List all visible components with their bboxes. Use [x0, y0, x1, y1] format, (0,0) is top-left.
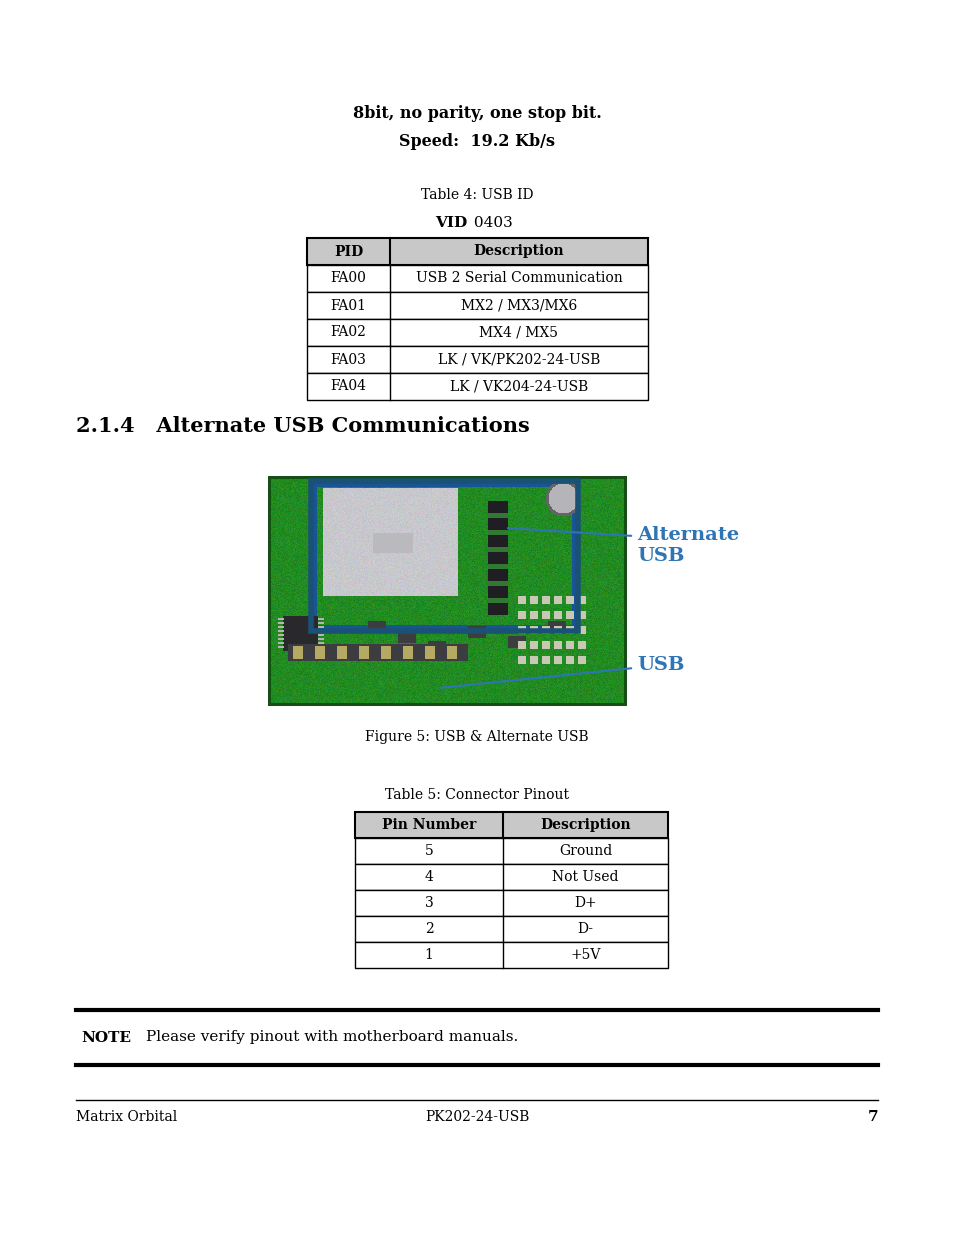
- Text: VID: VID: [435, 216, 467, 230]
- Text: FA01: FA01: [330, 299, 366, 312]
- Bar: [355, 811, 667, 839]
- Text: FA00: FA00: [331, 272, 366, 285]
- Text: 5: 5: [424, 844, 433, 858]
- Bar: [307, 238, 647, 266]
- Text: Table 4: USB ID: Table 4: USB ID: [420, 188, 533, 203]
- Bar: [355, 916, 667, 942]
- Text: PID: PID: [334, 245, 363, 258]
- Text: Alternate
USB: Alternate USB: [637, 526, 739, 564]
- Bar: [307, 373, 647, 400]
- Text: D+: D+: [574, 897, 597, 910]
- Text: Description: Description: [474, 245, 564, 258]
- Text: D-: D-: [577, 923, 593, 936]
- Text: +5V: +5V: [570, 948, 600, 962]
- Text: 8bit, no parity, one stop bit.: 8bit, no parity, one stop bit.: [353, 105, 600, 122]
- Bar: [355, 839, 667, 864]
- Text: NOTE: NOTE: [81, 1030, 131, 1045]
- Text: Speed:  19.2 Kb/s: Speed: 19.2 Kb/s: [398, 133, 555, 149]
- Text: FA03: FA03: [331, 352, 366, 367]
- Text: Matrix Orbital: Matrix Orbital: [76, 1110, 177, 1124]
- Bar: [355, 942, 667, 968]
- Text: 0403: 0403: [469, 216, 512, 230]
- Bar: [307, 291, 647, 319]
- Text: 2: 2: [424, 923, 433, 936]
- Text: PK202-24-USB: PK202-24-USB: [424, 1110, 529, 1124]
- Bar: [307, 319, 647, 346]
- Text: Figure 5: USB & Alternate USB: Figure 5: USB & Alternate USB: [365, 730, 588, 743]
- Text: FA04: FA04: [330, 379, 366, 394]
- Bar: [355, 864, 667, 890]
- Bar: [355, 890, 667, 916]
- Text: Not Used: Not Used: [552, 869, 618, 884]
- Text: Please verify pinout with motherboard manuals.: Please verify pinout with motherboard ma…: [146, 1030, 517, 1045]
- Text: LK / VK204-24-USB: LK / VK204-24-USB: [450, 379, 587, 394]
- Bar: [311, 480, 578, 631]
- Text: 3: 3: [424, 897, 433, 910]
- Text: LK / VK/PK202-24-USB: LK / VK/PK202-24-USB: [437, 352, 599, 367]
- Text: MX2 / MX3/MX6: MX2 / MX3/MX6: [460, 299, 577, 312]
- Text: 4: 4: [424, 869, 433, 884]
- Text: Pin Number: Pin Number: [381, 818, 476, 832]
- Text: MX4 / MX5: MX4 / MX5: [479, 326, 558, 340]
- Text: USB 2 Serial Communication: USB 2 Serial Communication: [416, 272, 621, 285]
- Text: 7: 7: [866, 1110, 877, 1124]
- Bar: [307, 266, 647, 291]
- Text: Table 5: Connector Pinout: Table 5: Connector Pinout: [385, 788, 568, 802]
- Text: USB: USB: [637, 656, 684, 674]
- Text: 2.1.4   Alternate USB Communications: 2.1.4 Alternate USB Communications: [76, 416, 529, 436]
- Text: Ground: Ground: [558, 844, 612, 858]
- Text: Description: Description: [539, 818, 630, 832]
- Text: 1: 1: [424, 948, 433, 962]
- Text: FA02: FA02: [331, 326, 366, 340]
- Bar: [307, 346, 647, 373]
